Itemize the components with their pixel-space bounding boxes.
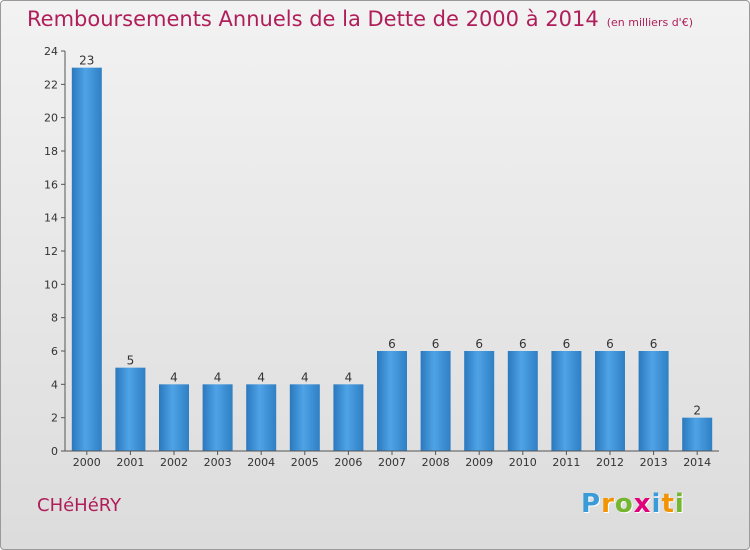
bar-2005 [289,384,320,451]
y-tick-label: 22 [44,78,58,91]
data-label-2007: 6 [388,337,396,351]
x-axis: 2000 2001 2002 2003 2004 2005 2006 2007 2008 2009… [65,450,719,469]
chart-title: Remboursements Annuels de la Dette de 20… [27,7,693,31]
logo-letter: i [674,489,685,519]
data-label-2013: 6 [650,337,658,351]
y-tick-label: 10 [44,278,58,291]
bar-2008 [420,351,451,451]
data-label-2012: 6 [606,337,614,351]
logo-letter: r [601,489,615,519]
data-label-2014: 2 [693,404,701,418]
bar-2002 [159,384,189,451]
x-tick-label: 2012 [596,456,624,469]
y-tick-label: 0 [51,445,58,458]
x-tick-label: 2007 [378,456,406,469]
y-tick-label: 4 [51,378,58,391]
data-label-2006: 4 [345,370,353,384]
proxiti-logo: Proxiti [581,489,685,519]
y-tick-label: 24 [44,45,58,58]
bar-2003 [202,384,233,451]
data-labels: 23 5 4 4 4 4 4 6 6 6 6 6 6 6 2 [79,54,701,418]
bar-2012 [595,351,625,451]
bar-2011 [551,351,582,451]
bar-2007 [377,351,407,451]
data-label-2008: 6 [432,337,440,351]
data-label-2011: 6 [563,337,571,351]
data-label-2001: 5 [127,354,135,368]
bars [71,67,713,452]
x-tick-label: 2010 [509,456,537,469]
bar-2006 [333,384,364,451]
y-tick-label: 16 [44,178,58,191]
data-label-2004: 4 [257,370,265,384]
x-tick-label: 2004 [247,456,275,469]
data-label-2003: 4 [214,370,222,384]
bar-2001 [115,367,146,451]
y-tick-label: 14 [44,212,58,225]
bar-2013 [638,351,669,451]
bar-2000 [71,67,102,452]
data-label-2002: 4 [170,370,178,384]
data-label-2005: 4 [301,370,309,384]
x-tick-label: 2008 [422,456,450,469]
chart-subtitle: (en milliers d'€) [606,16,693,29]
x-tick-label: 2001 [116,456,144,469]
chart-title-text: Remboursements Annuels de la Dette de 20… [27,7,599,31]
logo-letter: P [581,489,602,519]
y-tick-label: 6 [51,345,58,358]
y-tick-label: 2 [51,412,58,425]
x-tick-label: 2002 [160,456,188,469]
bar-2009 [464,351,495,451]
x-tick-label: 2000 [73,456,101,469]
y-tick-label: 18 [44,145,58,158]
data-label-2000: 23 [79,54,94,68]
logo-letter: t [661,489,675,519]
x-tick-label: 2006 [334,456,362,469]
x-tick-label: 2011 [552,456,580,469]
x-tick-label: 2009 [465,456,493,469]
x-tick-label: 2005 [291,456,319,469]
bar-2004 [246,384,277,451]
y-tick-label: 12 [44,245,58,258]
commune-name: CHéHéRY [37,495,122,516]
y-tick-label: 8 [51,312,58,325]
y-tick-label: 20 [44,112,58,125]
x-tick-label: 2003 [204,456,232,469]
x-tick-label: 2014 [683,456,711,469]
logo-letter: i [651,489,662,519]
data-label-2010: 6 [519,337,527,351]
bar-2010 [507,351,538,451]
logo-letter: o [614,489,634,519]
bar-2014 [682,417,713,451]
data-label-2009: 6 [475,337,483,351]
logo-letter: x [633,489,652,519]
x-tick-label: 2013 [640,456,668,469]
